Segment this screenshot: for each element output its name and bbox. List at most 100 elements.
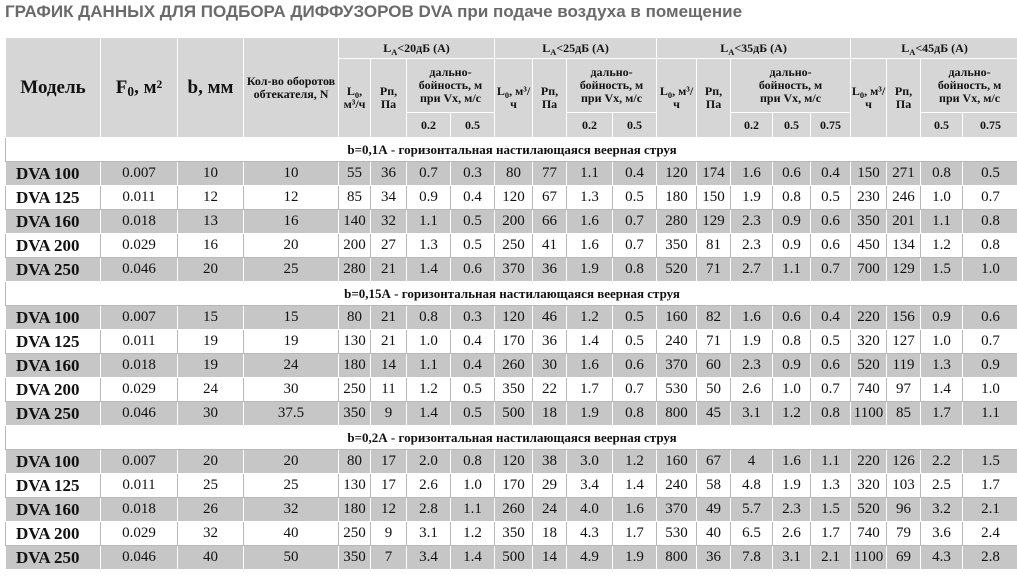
value-cell: 14 xyxy=(370,353,407,378)
value-cell: 103 xyxy=(886,473,922,498)
value-cell: 0.5 xyxy=(612,329,658,354)
value-cell: 10 xyxy=(243,161,339,186)
value-cell: 1.4 xyxy=(406,257,451,282)
value-cell: 13 xyxy=(177,209,244,234)
value-cell: 740 xyxy=(850,377,888,402)
header-sub: 0 xyxy=(504,91,510,100)
value-cell: 1.6 xyxy=(566,233,614,258)
value-cell: 0.4 xyxy=(810,161,852,186)
value-cell: 0.5 xyxy=(449,209,496,234)
header-unit: , м³/ч xyxy=(864,84,886,111)
value-cell: 0.7 xyxy=(406,161,451,186)
value-cell: 81 xyxy=(696,233,732,258)
header-throw: дально- бойность, м при Vx, м/с xyxy=(566,58,658,113)
value-cell: 1.2 xyxy=(449,521,496,546)
value-cell: 0.6 xyxy=(962,305,1017,330)
value-cell: 80 xyxy=(494,161,534,186)
value-cell: 0.6 xyxy=(772,161,812,186)
model-cell: DVA 100 xyxy=(5,449,101,474)
value-cell: 1.6 xyxy=(730,161,774,186)
data-table: Модель F0, м² b, мм Кол-во оборотов обтекат… xyxy=(4,37,1017,570)
header-speed: 0.5 xyxy=(449,112,496,138)
value-cell: 0.5 xyxy=(612,185,658,210)
model-cell: DVA 125 xyxy=(5,185,101,210)
value-cell: 201 xyxy=(886,209,922,234)
section-row: b=0,2А - горизонтальная настилающаяся ве… xyxy=(4,425,1017,450)
value-cell: 79 xyxy=(886,521,922,546)
model-cell: DVA 100 xyxy=(5,305,101,330)
model-cell: DVA 125 xyxy=(5,329,101,354)
value-cell: 1.0 xyxy=(962,377,1017,402)
value-cell: 1.2 xyxy=(612,449,658,474)
value-cell: 10 xyxy=(177,161,244,186)
value-cell: 3.6 xyxy=(920,521,964,546)
data-row: DVA 250 0.046 40 50 350 7 3.4 1.4 500 14 4.9 1.9 800… xyxy=(5,545,1017,570)
value-cell: 0.4 xyxy=(449,353,496,378)
value-cell: 6.5 xyxy=(730,521,774,546)
value-cell: 25 xyxy=(243,473,339,498)
data-row: DVA 100 0.007 10 10 55 36 0.7 0.3 80 77 1.1 0.4 120 1… xyxy=(5,161,1017,186)
value-cell: 0.018 xyxy=(100,353,178,378)
value-cell: 17 xyxy=(370,473,407,498)
header-sub: 0 xyxy=(354,91,360,100)
header-speed: 0.5 xyxy=(772,112,812,138)
section-label: b=0,1А - горизонтальная настилающаяся ве… xyxy=(4,137,1017,162)
section-row: b=0,1А - горизонтальная настилающаяся ве… xyxy=(4,137,1017,162)
data-row: DVA 125 0.011 19 19 130 21 1.0 0.4 170 36 1.4 0.5 24… xyxy=(5,329,1017,354)
value-cell: 350 xyxy=(656,233,698,258)
value-cell: 130 xyxy=(338,473,371,498)
header-flow: L0, м³/ч xyxy=(850,58,888,138)
header-symbol: L xyxy=(901,40,910,55)
value-cell: 1.3 xyxy=(566,185,614,210)
value-cell: 1.2 xyxy=(772,401,812,426)
value-cell: 1.3 xyxy=(406,233,451,258)
value-cell: 0.8 xyxy=(962,233,1017,258)
value-cell: 320 xyxy=(850,329,888,354)
value-cell: 2.0 xyxy=(406,449,451,474)
header-group: LA<25дБ (A) xyxy=(494,37,658,59)
header-row: Модель F0, м² b, мм Кол-во оборотов обтекат… xyxy=(5,37,1017,138)
value-cell: 530 xyxy=(656,521,698,546)
value-cell: 1.6 xyxy=(612,497,658,522)
data-row: DVA 125 0.011 12 12 85 34 0.9 0.4 120 67 1.3 0.5 180… xyxy=(5,185,1017,210)
value-cell: 32 xyxy=(243,497,339,522)
value-cell: 32 xyxy=(177,521,244,546)
value-cell: 0.8 xyxy=(449,449,496,474)
header-group: LA<20дБ (A) xyxy=(337,37,496,59)
model-cell: DVA 250 xyxy=(5,545,101,570)
model-cell: DVA 200 xyxy=(5,233,101,258)
value-cell: 1.6 xyxy=(772,449,812,474)
value-cell: 1.0 xyxy=(962,257,1017,282)
value-cell: 0.6 xyxy=(810,353,852,378)
header-symbol: L xyxy=(542,40,551,55)
value-cell: 21 xyxy=(370,305,407,330)
value-cell: 24 xyxy=(532,497,568,522)
value-cell: 4 xyxy=(730,449,774,474)
value-cell: 130 xyxy=(338,329,371,354)
value-cell: 271 xyxy=(886,161,922,186)
value-cell: 9 xyxy=(370,401,407,426)
data-row: DVA 100 0.007 15 15 80 21 0.8 0.3 120 46 1.2 0.5 160… xyxy=(5,305,1017,330)
header-unit: , м² xyxy=(134,76,163,98)
value-cell: 0.6 xyxy=(810,209,852,234)
value-cell: 0.7 xyxy=(612,209,658,234)
value-cell: 0.6 xyxy=(612,353,658,378)
value-cell: 18 xyxy=(532,401,568,426)
header-speed: 0.2 xyxy=(730,112,774,138)
value-cell: 19 xyxy=(177,353,244,378)
value-cell: 1.7 xyxy=(962,473,1017,498)
value-cell: 9 xyxy=(370,521,407,546)
value-cell: 16 xyxy=(177,233,244,258)
value-cell: 0.011 xyxy=(100,185,178,210)
value-cell: 0.8 xyxy=(772,329,812,354)
value-cell: 120 xyxy=(494,185,534,210)
value-cell: 7.8 xyxy=(730,545,774,570)
value-cell: 126 xyxy=(886,449,922,474)
value-cell: 77 xyxy=(532,161,568,186)
value-cell: 19 xyxy=(243,329,339,354)
value-cell: 38 xyxy=(532,449,568,474)
value-cell: 3.1 xyxy=(730,401,774,426)
value-cell: 24 xyxy=(243,353,339,378)
value-cell: 0.9 xyxy=(772,233,812,258)
value-cell: 4.8 xyxy=(730,473,774,498)
